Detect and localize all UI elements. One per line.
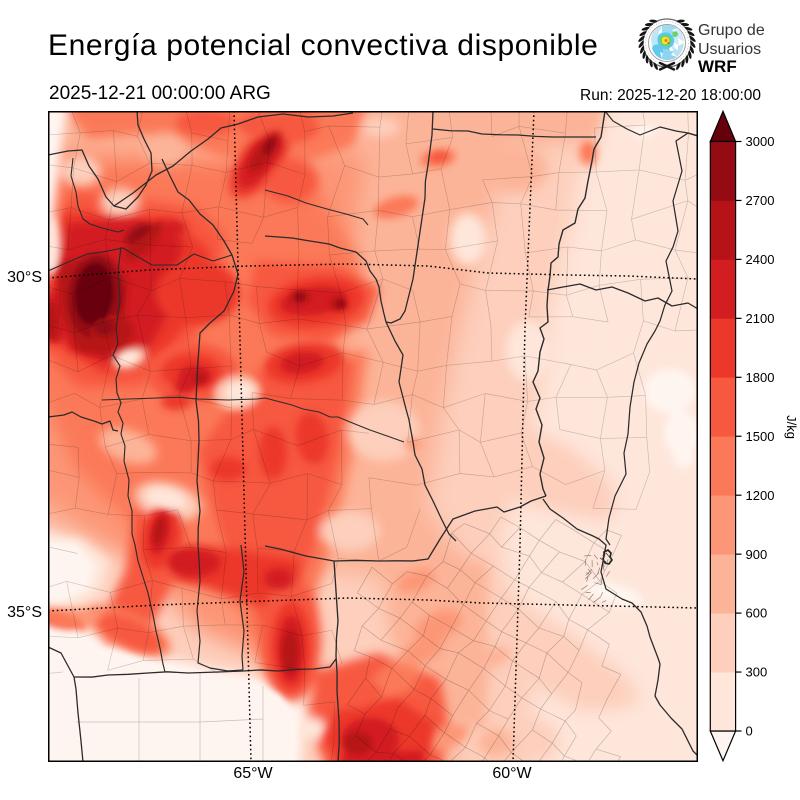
svg-text:2700: 2700 [746,193,775,208]
svg-text:Usuarios: Usuarios [698,41,761,58]
svg-text:600: 600 [746,606,768,621]
svg-text:300: 300 [746,665,768,680]
svg-text:Grupo de: Grupo de [698,22,765,39]
svg-text:900: 900 [746,547,768,562]
svg-text:3000: 3000 [746,134,775,149]
svg-text:1500: 1500 [746,429,775,444]
svg-text:2400: 2400 [746,252,775,267]
svg-text:J/kg: J/kg [784,415,799,439]
svg-text:1800: 1800 [746,370,775,385]
svg-text:1200: 1200 [746,488,775,503]
svg-text:2100: 2100 [746,311,775,326]
svg-text:0: 0 [746,724,753,739]
svg-text:WRF: WRF [698,57,737,74]
